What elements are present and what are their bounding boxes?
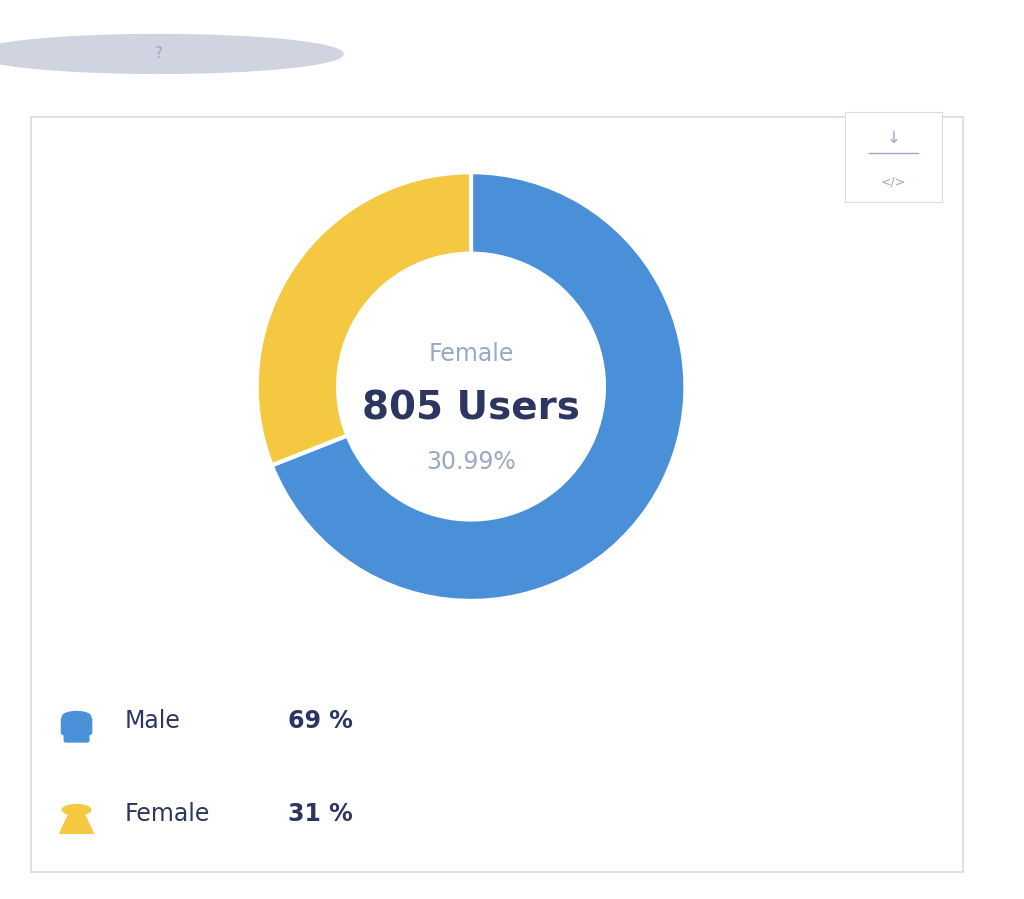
- FancyBboxPatch shape: [76, 731, 89, 742]
- Text: 69 %: 69 %: [288, 709, 352, 733]
- Polygon shape: [59, 814, 93, 833]
- Text: Female: Female: [428, 343, 514, 367]
- Text: Male: Male: [125, 709, 180, 733]
- FancyBboxPatch shape: [61, 717, 91, 735]
- Text: ?: ?: [155, 47, 163, 61]
- Text: 31 %: 31 %: [288, 802, 352, 826]
- Circle shape: [62, 805, 91, 815]
- Text: 805 Users: 805 Users: [362, 389, 580, 427]
- Wedge shape: [257, 173, 471, 466]
- Text: Female: Female: [125, 802, 210, 826]
- Circle shape: [62, 711, 91, 722]
- Text: </>: </>: [881, 176, 906, 189]
- Text: ↓: ↓: [887, 129, 900, 147]
- FancyBboxPatch shape: [65, 731, 78, 742]
- Text: 30.99%: 30.99%: [426, 450, 516, 474]
- Text: Gender: Gender: [41, 40, 166, 68]
- Circle shape: [0, 34, 343, 74]
- Wedge shape: [271, 173, 685, 601]
